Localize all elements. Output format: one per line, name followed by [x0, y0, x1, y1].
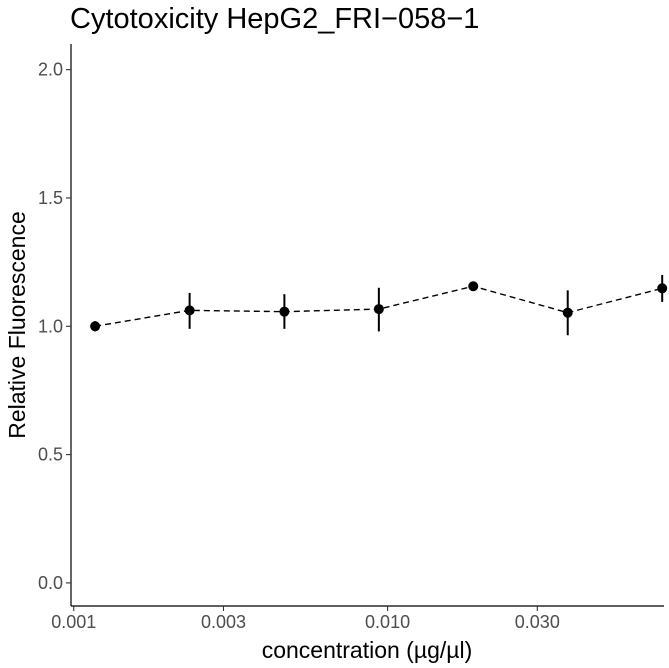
x-tick-label: 0.003 [201, 612, 246, 632]
x-tick-label: 0.030 [515, 612, 560, 632]
y-tick-label: 1.5 [38, 188, 63, 208]
data-point [657, 283, 668, 294]
x-tick-label: 0.010 [365, 612, 410, 632]
data-point [562, 307, 573, 318]
y-tick-label: 0.0 [38, 573, 63, 593]
x-ticks: 0.001 0.003 0.010 0.030 [51, 606, 560, 632]
x-axis-label: concentration (µg/µl) [262, 637, 473, 663]
y-tick-label: 2.0 [38, 60, 63, 80]
data-point [184, 305, 195, 316]
data-point [279, 306, 290, 317]
data-point [90, 321, 101, 332]
y-ticks: 0.0 0.5 1.0 1.5 2.0 [38, 60, 71, 593]
plot-area [90, 274, 668, 336]
data-point [468, 281, 479, 292]
y-tick-label: 0.5 [38, 445, 63, 465]
y-tick-label: 1.0 [38, 316, 63, 336]
x-tick-label: 0.001 [51, 612, 96, 632]
chart-title: Cytotoxicity HepG2_FRI−058−1 [70, 3, 479, 35]
y-axis-label: Relative Fluorescence [4, 211, 30, 439]
data-point [373, 304, 384, 315]
